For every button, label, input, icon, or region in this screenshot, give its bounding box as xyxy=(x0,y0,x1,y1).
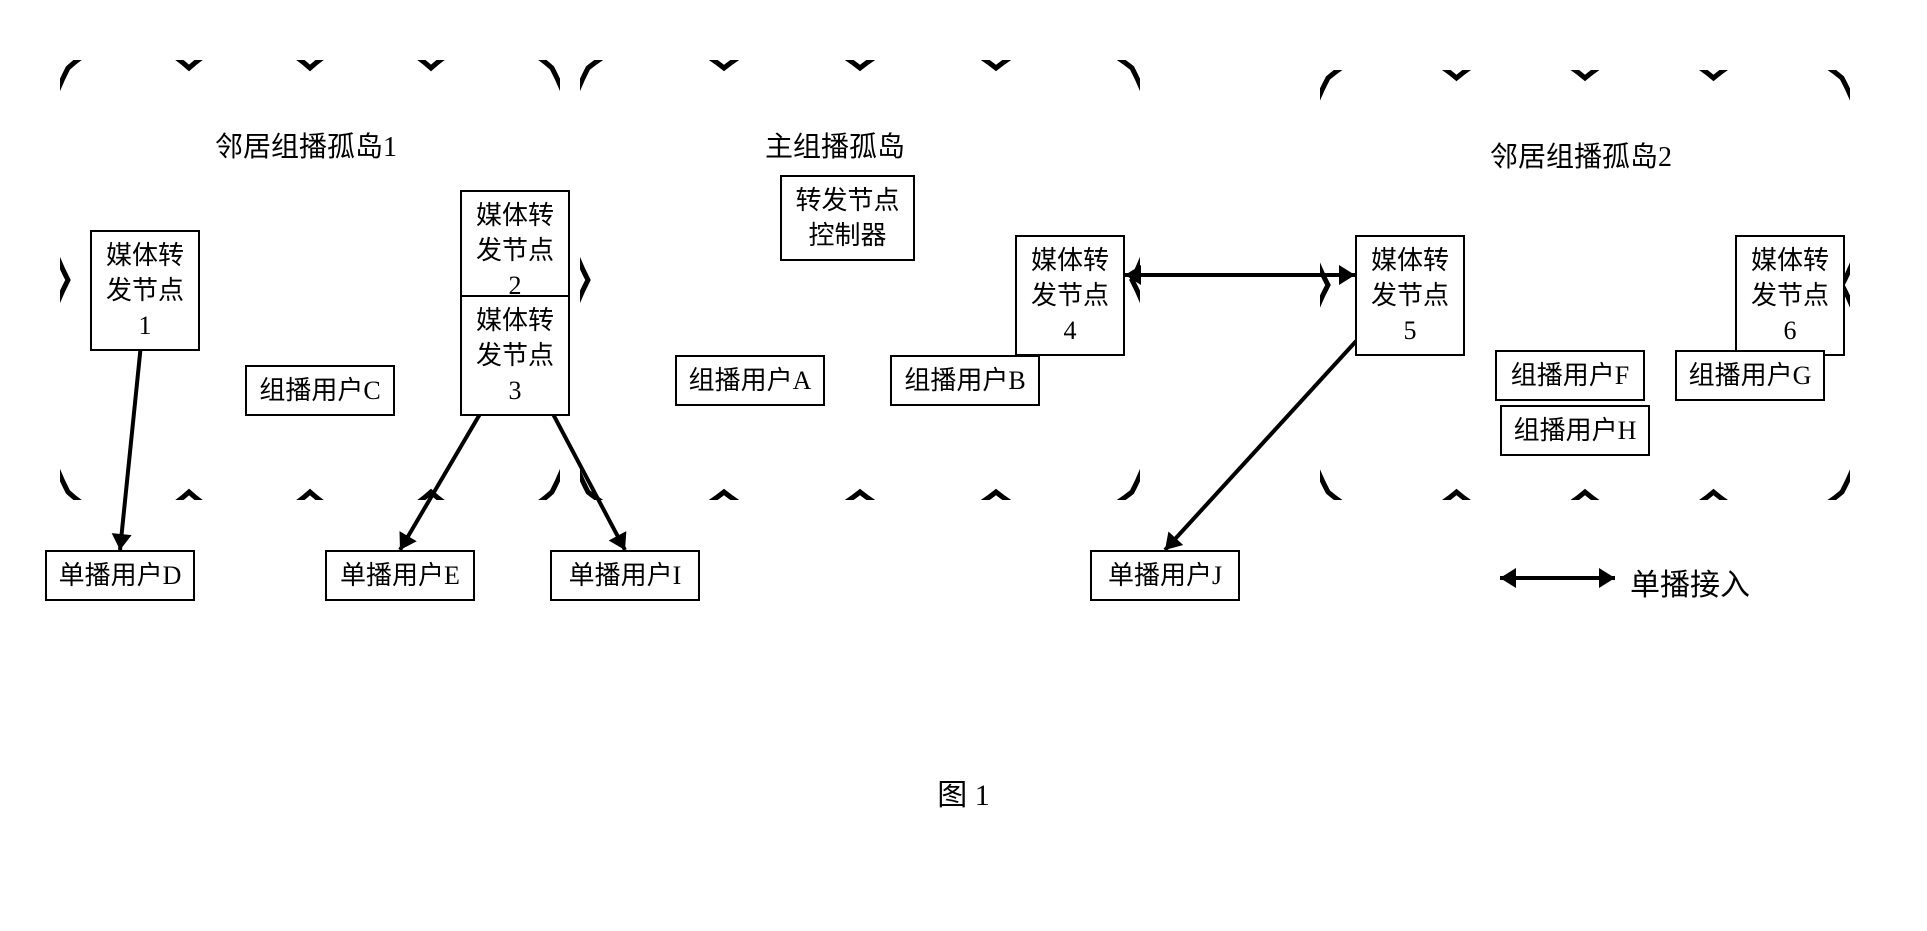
node-mf5-line0: 媒体转 xyxy=(1371,246,1449,275)
node-mf2-line0: 媒体转 xyxy=(476,201,554,230)
node-mf4: 媒体转发节点4 xyxy=(1015,235,1125,356)
node-mf6-line1: 发节点6 xyxy=(1751,281,1829,345)
node-mf1: 媒体转发节点1 xyxy=(90,230,200,351)
node-mf1-line0: 媒体转 xyxy=(106,241,184,270)
node-userD: 单播用户D xyxy=(45,550,195,601)
node-mf4-line1: 发节点4 xyxy=(1031,281,1109,345)
node-mf2: 媒体转发节点2 xyxy=(460,190,570,311)
node-mf3: 媒体转发节点3 xyxy=(460,295,570,416)
node-userA-line0: 组播用户A xyxy=(689,366,812,395)
node-userJ-line0: 单播用户J xyxy=(1108,561,1222,590)
node-userI-line0: 单播用户I xyxy=(569,561,682,590)
node-userI: 单播用户I xyxy=(550,550,700,601)
node-userE: 单播用户E xyxy=(325,550,475,601)
node-ctrl-line0: 转发节点 xyxy=(795,186,899,215)
cloud-label-main: 主组播孤岛 xyxy=(765,125,905,165)
node-mf3-line1: 发节点3 xyxy=(476,341,554,405)
node-mf4-line0: 媒体转 xyxy=(1031,246,1109,275)
node-userC: 组播用户C xyxy=(245,365,395,416)
node-userD-line0: 单播用户D xyxy=(59,561,182,590)
node-mf5: 媒体转发节点5 xyxy=(1355,235,1465,356)
node-mf6: 媒体转发节点6 xyxy=(1735,235,1845,356)
node-userE-line0: 单播用户E xyxy=(340,561,460,590)
node-userC-line0: 组播用户C xyxy=(259,376,380,405)
figure-caption: 图 1 xyxy=(937,770,990,814)
node-userJ: 单播用户J xyxy=(1090,550,1240,601)
legend-label: 单播接入 xyxy=(1630,560,1750,604)
node-userH-line0: 组播用户H xyxy=(1514,416,1637,445)
node-userB: 组播用户B xyxy=(890,355,1040,406)
node-ctrl-line1: 控制器 xyxy=(808,221,886,250)
node-mf5-line1: 发节点5 xyxy=(1371,281,1449,345)
node-userB-line0: 组播用户B xyxy=(904,366,1025,395)
node-userH: 组播用户H xyxy=(1500,405,1650,456)
cloud-label-island1: 邻居组播孤岛1 xyxy=(215,125,397,165)
node-userG-line0: 组播用户G xyxy=(1689,361,1812,390)
node-mf2-line1: 发节点2 xyxy=(476,236,554,300)
node-mf6-line0: 媒体转 xyxy=(1751,246,1829,275)
cloud-label-island2: 邻居组播孤岛2 xyxy=(1490,135,1672,175)
node-userG: 组播用户G xyxy=(1675,350,1825,401)
node-userA: 组播用户A xyxy=(675,355,825,406)
node-mf3-line0: 媒体转 xyxy=(476,306,554,335)
node-userF-line0: 组播用户F xyxy=(1511,361,1629,390)
node-mf1-line1: 发节点1 xyxy=(106,276,184,340)
node-userF: 组播用户F xyxy=(1495,350,1645,401)
node-ctrl: 转发节点控制器 xyxy=(780,175,915,261)
